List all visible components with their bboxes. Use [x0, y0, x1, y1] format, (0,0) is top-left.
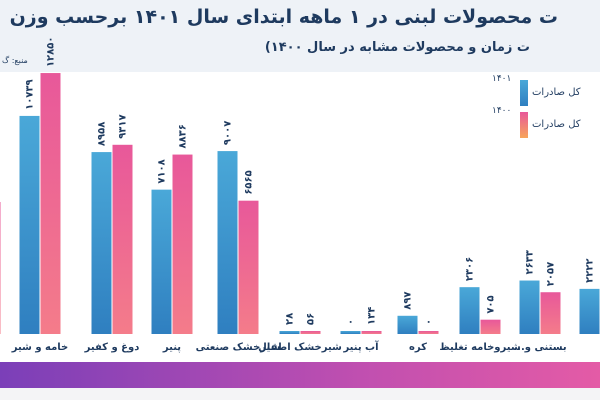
- legend-year-1401: ۱۴۰۱: [492, 74, 512, 84]
- value-label-1400-1: ۱۲۸۵۰: [46, 37, 57, 68]
- bar-1400-3: [172, 154, 193, 334]
- value-label-1400-8: ۷۰۵: [486, 295, 497, 313]
- legend-item-1401: ۱۴۰۱ کل صادرات: [492, 74, 600, 110]
- chart-subtitle: ت زمان و محصولات مشابه در سال ۱۴۰۰): [264, 40, 530, 55]
- bar-1400-2: [112, 144, 133, 334]
- legend-swatch-1400: [520, 112, 528, 138]
- source-note: منبع: گ: [2, 56, 28, 65]
- value-label-1400-7: ۰: [424, 319, 435, 325]
- footer-base: [0, 388, 600, 400]
- category-label-8: شیروخامه تغلیظ: [439, 342, 520, 353]
- legend-swatch-1401: [520, 80, 528, 106]
- bar-1400-9: [540, 292, 561, 334]
- bar-1400-6: [361, 331, 382, 334]
- chart-title: ت محصولات لبنی در ۱ ماهه ابتدای سال ۱۴۰۱…: [9, 6, 558, 28]
- category-label-4: شیرخشک صنعتی: [196, 342, 281, 353]
- legend-label-1401: کل صادرات: [532, 87, 581, 98]
- bar-1401-2: [91, 152, 112, 334]
- value-label-1400-3: ۸۸۳۶: [178, 124, 189, 148]
- value-label-1401-10: ۲۲۲۲: [585, 258, 596, 282]
- bar-1401-1: [19, 115, 40, 334]
- bar-1401-6: [340, 331, 361, 334]
- category-label-7: کره: [409, 342, 427, 353]
- category-label-6: آب پنیر: [342, 340, 379, 353]
- bar-1401-7: [397, 315, 418, 334]
- value-label-1401-7: ۸۹۷: [403, 291, 414, 309]
- legend-label-1400: کل صادرات: [532, 119, 581, 130]
- category-label-3: پنیر: [162, 342, 181, 353]
- bar-1400-7: [418, 331, 439, 334]
- legend-item-1400: ۱۴۰۰ کل صادرات: [492, 106, 600, 142]
- value-label-1400-9: ۲۰۵۷: [546, 262, 557, 286]
- value-label-1401-1: ۱۰۷۳۹: [25, 79, 36, 110]
- value-label-1400-2: ۹۳۱۷: [118, 114, 129, 138]
- value-label-1401-6: ۰: [346, 319, 357, 325]
- chart-header: ت محصولات لبنی در ۱ ماهه ابتدای سال ۱۴۰۱…: [0, 0, 600, 72]
- value-label-1400-4: ۶۵۶۵: [244, 170, 255, 194]
- bar-1401-4: [217, 151, 238, 334]
- value-label-1401-2: ۸۹۵۸: [97, 122, 108, 146]
- bar-1401-10: [579, 288, 600, 334]
- value-label-1401-5: ۲۸: [285, 313, 296, 325]
- value-label-1400-6: ۱۳۴: [367, 307, 378, 325]
- value-label-1401-9: ۲۶۳۳: [525, 250, 536, 274]
- value-label-1401-8: ۲۳۰۶: [465, 257, 476, 281]
- category-label-9: بستنی و...: [513, 342, 566, 353]
- bar-1400-0: [0, 202, 1, 334]
- value-label-1401-4: ۹۰۰۷: [223, 121, 234, 145]
- bar-1400-5: [300, 331, 321, 334]
- bar-1400-4: [238, 200, 259, 334]
- bar-1401-3: [151, 189, 172, 334]
- value-label-1400-5: ۵۶: [306, 313, 317, 325]
- category-label-2: دوغ و کفیر: [84, 342, 140, 353]
- category-label-1: خامه و شیر: [11, 342, 69, 353]
- bar-1400-1: [40, 73, 61, 335]
- value-label-1401-3: ۷۱۰۸: [157, 159, 168, 183]
- category-label-5: شیرخشک اطفال: [258, 342, 342, 353]
- footer-bar: [0, 362, 600, 388]
- bar-1400-8: [480, 319, 501, 334]
- bar-1401-5: [279, 331, 300, 334]
- bar-1401-9: [519, 280, 540, 334]
- legend-year-1400: ۱۴۰۰: [492, 106, 512, 116]
- bar-1401-8: [459, 287, 480, 334]
